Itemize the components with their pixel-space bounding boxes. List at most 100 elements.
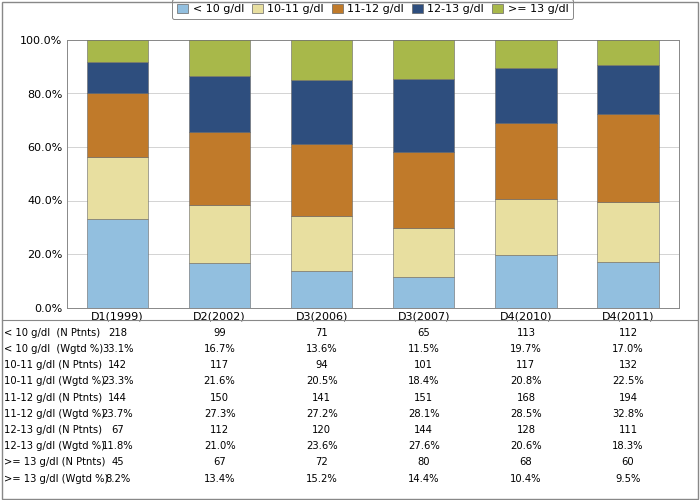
Bar: [597, 114, 659, 202]
Bar: [189, 205, 251, 263]
Text: 218: 218: [108, 328, 127, 338]
Bar: [87, 219, 148, 308]
Bar: [87, 40, 148, 62]
Bar: [393, 40, 454, 78]
Text: 27.6%: 27.6%: [408, 441, 440, 451]
Text: 33.1%: 33.1%: [102, 344, 133, 354]
Text: < 10 g/dl  (N Ptnts): < 10 g/dl (N Ptnts): [4, 328, 99, 338]
Text: 94: 94: [316, 360, 328, 370]
Text: 32.8%: 32.8%: [612, 409, 644, 419]
Bar: [393, 228, 454, 276]
Text: 8.2%: 8.2%: [105, 474, 130, 484]
Text: 13.4%: 13.4%: [204, 474, 235, 484]
Bar: [496, 255, 556, 308]
Text: 150: 150: [210, 392, 229, 402]
Text: 60: 60: [622, 458, 634, 468]
Text: 15.2%: 15.2%: [306, 474, 337, 484]
Bar: [597, 262, 659, 308]
Text: 18.4%: 18.4%: [408, 376, 440, 386]
Text: 72: 72: [315, 458, 328, 468]
Bar: [496, 68, 556, 123]
Text: 141: 141: [312, 392, 331, 402]
Text: >= 13 g/dl (Wgtd %): >= 13 g/dl (Wgtd %): [4, 474, 108, 484]
Text: 13.6%: 13.6%: [306, 344, 337, 354]
Text: 10-11 g/dl (N Ptnts): 10-11 g/dl (N Ptnts): [4, 360, 101, 370]
Text: 128: 128: [517, 425, 536, 435]
Text: 12-13 g/dl (Wgtd %): 12-13 g/dl (Wgtd %): [4, 441, 104, 451]
Text: 19.7%: 19.7%: [510, 344, 542, 354]
Text: 117: 117: [517, 360, 536, 370]
Bar: [496, 123, 556, 199]
Text: 14.4%: 14.4%: [408, 474, 440, 484]
Text: 27.2%: 27.2%: [306, 409, 337, 419]
Text: 11.8%: 11.8%: [102, 441, 134, 451]
Text: 11.5%: 11.5%: [408, 344, 440, 354]
Text: 27.3%: 27.3%: [204, 409, 235, 419]
Text: 80: 80: [417, 458, 430, 468]
Text: 68: 68: [519, 458, 532, 468]
Text: 10-11 g/dl (Wgtd %): 10-11 g/dl (Wgtd %): [4, 376, 104, 386]
Text: 194: 194: [619, 392, 638, 402]
Bar: [189, 132, 251, 205]
Bar: [291, 271, 352, 308]
Text: 28.5%: 28.5%: [510, 409, 542, 419]
Bar: [189, 40, 251, 76]
Text: 132: 132: [619, 360, 638, 370]
Text: 71: 71: [315, 328, 328, 338]
Text: 21.0%: 21.0%: [204, 441, 235, 451]
Text: 16.7%: 16.7%: [204, 344, 235, 354]
Text: 144: 144: [108, 392, 127, 402]
Text: 67: 67: [111, 425, 124, 435]
Bar: [189, 76, 251, 132]
Text: 23.6%: 23.6%: [306, 441, 337, 451]
Bar: [496, 40, 556, 68]
Text: 10.4%: 10.4%: [510, 474, 542, 484]
Text: 17.0%: 17.0%: [612, 344, 644, 354]
Text: 112: 112: [618, 328, 638, 338]
Bar: [87, 62, 148, 93]
Text: 113: 113: [517, 328, 536, 338]
Text: 11-12 g/dl (Wgtd %): 11-12 g/dl (Wgtd %): [4, 409, 104, 419]
Text: 28.1%: 28.1%: [408, 409, 440, 419]
Text: 9.5%: 9.5%: [615, 474, 640, 484]
Text: 99: 99: [214, 328, 226, 338]
Text: 101: 101: [414, 360, 433, 370]
Legend: < 10 g/dl, 10-11 g/dl, 11-12 g/dl, 12-13 g/dl, >= 13 g/dl: < 10 g/dl, 10-11 g/dl, 11-12 g/dl, 12-13…: [172, 0, 573, 19]
Text: >= 13 g/dl (N Ptnts): >= 13 g/dl (N Ptnts): [4, 458, 105, 468]
Bar: [393, 152, 454, 228]
Text: 111: 111: [618, 425, 638, 435]
Bar: [291, 216, 352, 271]
Bar: [291, 144, 352, 216]
Bar: [291, 40, 352, 80]
Text: 20.6%: 20.6%: [510, 441, 542, 451]
Text: 65: 65: [417, 328, 430, 338]
Text: 20.8%: 20.8%: [510, 376, 542, 386]
Text: 117: 117: [210, 360, 229, 370]
Bar: [291, 80, 352, 144]
Text: 22.5%: 22.5%: [612, 376, 644, 386]
Bar: [87, 156, 148, 219]
Bar: [393, 78, 454, 152]
Bar: [393, 276, 454, 308]
Text: 12-13 g/dl (N Ptnts): 12-13 g/dl (N Ptnts): [4, 425, 101, 435]
Text: 23.3%: 23.3%: [102, 376, 133, 386]
Text: 168: 168: [517, 392, 536, 402]
Bar: [597, 202, 659, 262]
Bar: [597, 40, 659, 65]
Text: < 10 g/dl  (Wgtd %): < 10 g/dl (Wgtd %): [4, 344, 103, 354]
Text: 144: 144: [414, 425, 433, 435]
Text: 151: 151: [414, 392, 433, 402]
Text: 23.7%: 23.7%: [102, 409, 134, 419]
Text: 67: 67: [214, 458, 226, 468]
Bar: [189, 263, 251, 308]
Text: 120: 120: [312, 425, 331, 435]
Text: 11-12 g/dl (N Ptnts): 11-12 g/dl (N Ptnts): [4, 392, 101, 402]
Text: 45: 45: [111, 458, 124, 468]
Text: 21.6%: 21.6%: [204, 376, 235, 386]
Text: 112: 112: [210, 425, 229, 435]
Bar: [496, 199, 556, 255]
Bar: [87, 93, 148, 156]
Text: 142: 142: [108, 360, 127, 370]
Bar: [597, 65, 659, 114]
Text: 18.3%: 18.3%: [612, 441, 644, 451]
